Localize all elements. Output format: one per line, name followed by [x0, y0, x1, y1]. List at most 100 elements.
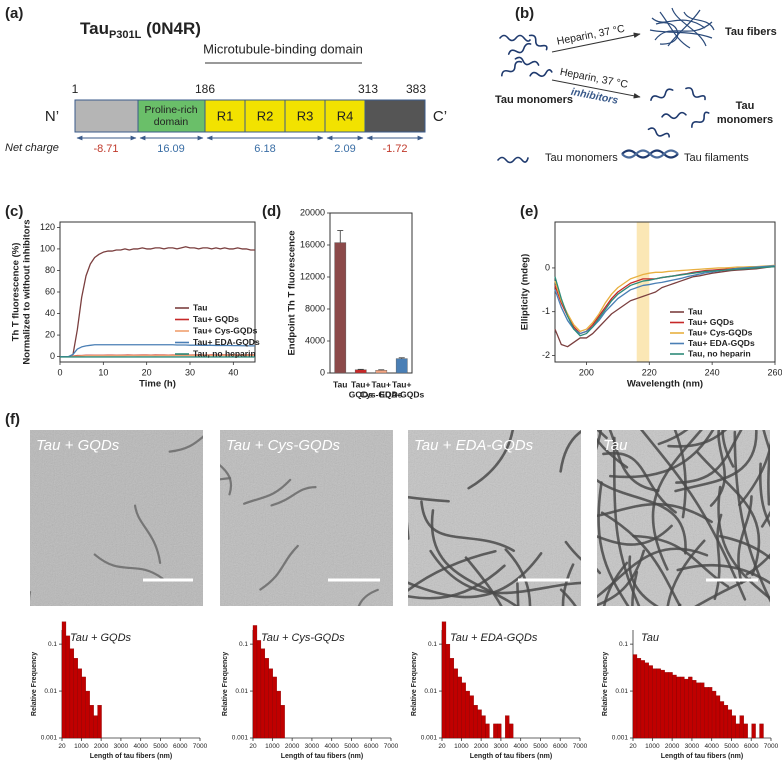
x-tick-label: 1000: [265, 743, 280, 750]
histogram-bar: [700, 682, 705, 739]
fiber: [467, 430, 514, 490]
legend-label: Tau+ Cys-GQDs: [193, 325, 258, 335]
monomer: [514, 56, 540, 66]
fiber: [597, 549, 646, 606]
image-label: Tau + GQDs: [36, 437, 120, 454]
fiber: [675, 430, 743, 484]
histogram-bar: [684, 678, 689, 739]
net-charge: 2.09: [334, 143, 355, 155]
histogram-bar: [272, 676, 277, 739]
repeat-domain: [204, 99, 246, 133]
n-terminal-region: [74, 99, 139, 133]
repeat-name: R1: [217, 108, 234, 123]
y-axis-label: Relative Frequency: [411, 652, 418, 716]
panel-label: (b): [515, 5, 534, 22]
fiber: [561, 563, 575, 606]
residue-number: 313: [358, 82, 378, 96]
fiber: [243, 478, 292, 505]
histogram-bar: [477, 709, 482, 739]
fiber: [597, 478, 687, 555]
fiber: [357, 588, 379, 606]
plot-frame: [554, 221, 776, 363]
y-tick-label: 0.001: [232, 735, 249, 742]
histogram-bar: [727, 709, 733, 739]
fiber: [651, 430, 703, 571]
legend-label: Tau+ GQDs: [688, 317, 734, 327]
histogram-bar: [648, 665, 653, 739]
x-tick-label: 4000: [133, 743, 148, 750]
x-tick-label: 6000: [744, 743, 759, 750]
histogram-bar: [505, 715, 510, 739]
micrograph-texture: [220, 430, 393, 606]
x-tick-label: 20: [629, 743, 637, 750]
y-tick-label: 0.01: [235, 688, 248, 695]
fiber: [168, 435, 203, 453]
histogram-bar: [656, 668, 661, 739]
domain-name: domain: [154, 116, 189, 128]
histogram-bar: [696, 682, 701, 739]
x-tick-label: 20: [58, 743, 66, 750]
histogram-bar: [77, 668, 82, 739]
product-label: monomers: [717, 114, 773, 126]
x-tick-label: 1000: [74, 743, 89, 750]
y-tick-label: 0.01: [615, 688, 628, 695]
histogram-bar: [473, 705, 478, 739]
fiber: [721, 430, 735, 468]
fiber: [516, 582, 520, 606]
fiber: [696, 451, 761, 576]
panel-label: (d): [262, 203, 281, 220]
micrograph-texture: [408, 430, 581, 606]
fiber: [420, 500, 516, 553]
y-axis-label: Relative Frequency: [222, 652, 229, 716]
y-tick-label: 0: [50, 351, 55, 361]
legend-label: Tau filaments: [684, 152, 749, 164]
histogram-bar: [692, 680, 697, 739]
fibers: [220, 464, 379, 606]
x-tick-label: 40: [228, 367, 238, 377]
fiber: [677, 603, 682, 606]
x-tick-label: 2000: [665, 743, 680, 750]
histogram-bar: [688, 676, 693, 739]
fiber: [603, 561, 629, 606]
data-line: [554, 265, 776, 337]
fiber: [659, 11, 691, 49]
protein-title: TauP301L (0N4R): [80, 19, 201, 40]
monomer: [528, 34, 548, 51]
histogram-bar: [465, 690, 470, 739]
highlight-band: [636, 222, 650, 362]
fiber-network: [649, 7, 715, 49]
histogram-bar: [260, 648, 266, 739]
product-label: Tau fibers: [725, 26, 777, 38]
x-tick-label: 260: [767, 367, 782, 377]
x-tick-label: GQDs: [349, 389, 373, 399]
y-tick-label: 40: [45, 308, 55, 318]
x-axis-label: Time (h): [139, 379, 176, 390]
bar: [334, 242, 347, 374]
histogram-bar: [97, 705, 102, 739]
legend-label: Tau: [193, 302, 207, 312]
monomer: [650, 88, 674, 102]
legend-label: Tau+ Cys-GQDs: [688, 327, 753, 337]
histogram-bar: [711, 690, 717, 739]
fiber: [651, 17, 706, 29]
domain-name: Proline-rich: [144, 104, 197, 116]
x-tick-label: 3000: [114, 743, 129, 750]
fiber: [408, 549, 497, 593]
x-tick-label: 3000: [685, 743, 700, 750]
legend-label: Tau, no heparin: [688, 348, 751, 358]
fiber: [597, 481, 630, 606]
image-label: Tau: [603, 437, 628, 454]
monomer-cluster: [499, 34, 553, 77]
histogram-bar: [723, 705, 729, 739]
n-terminus: N’: [45, 108, 59, 125]
x-tick-label: 6000: [173, 743, 188, 750]
fiber: [408, 564, 506, 600]
data-line: [554, 265, 776, 335]
histogram-bar: [69, 648, 75, 739]
histogram-bar: [672, 674, 677, 739]
histogram-bar: [441, 621, 447, 739]
fiber: [609, 430, 715, 479]
data-line: [60, 246, 255, 358]
y-tick-label: 0.01: [44, 688, 57, 695]
